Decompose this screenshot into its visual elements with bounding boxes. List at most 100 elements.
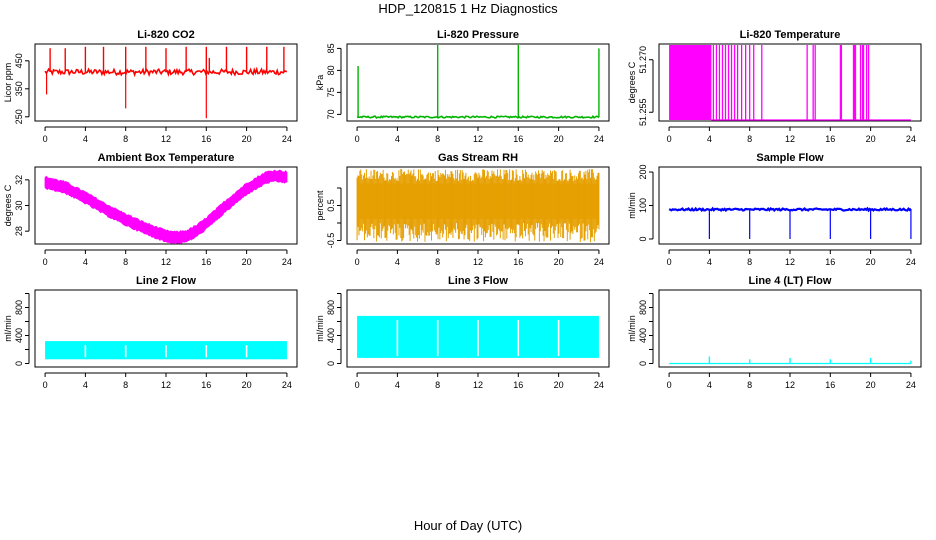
panel-8: Line 4 (LT) Flow ml/min 0 4 8 12 16 20 24 0 400 800 — [627, 275, 922, 390]
x-tick-label: 12 — [785, 380, 795, 390]
x-tick-label: 8 — [435, 380, 440, 390]
x-tick-label: 20 — [242, 380, 252, 390]
panel-4: Gas Stream RH percent 0 4 8 12 16 20 24 -0.5 0.5 — [315, 152, 610, 267]
x-tick-label: 4 — [395, 257, 400, 267]
x-tick-label: 24 — [594, 134, 604, 144]
y-tick-label: 100 — [638, 198, 648, 213]
panel-title: Li-820 Pressure — [437, 29, 519, 41]
x-tick-label: 4 — [707, 380, 712, 390]
x-tick-label: 16 — [201, 134, 211, 144]
y-tick-label: 51.255 — [638, 98, 648, 126]
panel-title: Sample Flow — [756, 152, 824, 164]
x-tick-label: 16 — [825, 257, 835, 267]
y-axis-label: ml/min — [3, 315, 13, 342]
panel-title: Ambient Box Temperature — [98, 152, 235, 164]
y-tick-label: 80 — [326, 65, 336, 75]
x-tick-label: 16 — [825, 134, 835, 144]
y-axis-label: Licor ppm — [3, 63, 13, 103]
y-tick-label: 70 — [326, 109, 336, 119]
x-tick-label: 4 — [707, 257, 712, 267]
x-tick-label: 20 — [866, 134, 876, 144]
y-tick-label: 0 — [638, 361, 648, 366]
x-tick-label: 8 — [747, 134, 752, 144]
y-tick-label: 400 — [14, 328, 24, 343]
panel-title: Line 3 Flow — [448, 275, 508, 287]
x-tick-label: 12 — [161, 380, 171, 390]
plot-frame — [658, 166, 922, 245]
series — [44, 169, 288, 244]
y-tick-label: 250 — [14, 109, 24, 124]
x-tick-label: 8 — [435, 134, 440, 144]
y-axis-label: degrees C — [3, 184, 13, 226]
x-tick-label: 0 — [667, 257, 672, 267]
y-tick-label: 0.5 — [326, 199, 336, 212]
series-line — [357, 115, 600, 120]
x-tick-label: 20 — [866, 257, 876, 267]
x-tick-label: 24 — [282, 380, 292, 390]
dense-block — [669, 45, 712, 120]
x-tick-label: 16 — [513, 257, 523, 267]
x-tick-label: 0 — [43, 134, 48, 144]
y-tick-label: 28 — [14, 226, 24, 236]
y-tick-label: 400 — [638, 328, 648, 343]
panel-7: Line 3 Flow ml/min 0 4 8 12 16 20 24 0 400 800 — [315, 275, 610, 390]
x-axis-label: Hour of Day (UTC) — [413, 518, 523, 533]
y-tick-label: 85 — [326, 43, 336, 53]
x-tick-label: 12 — [161, 134, 171, 144]
plot-frame — [346, 166, 610, 245]
plot-frame — [34, 289, 298, 368]
x-tick-label: 4 — [395, 380, 400, 390]
x-tick-label: 8 — [123, 257, 128, 267]
x-tick-label: 20 — [866, 380, 876, 390]
panel-0: Li-820 CO2 Licor ppm 0 4 8 12 16 20 24 250 350 450 — [3, 29, 298, 144]
panel-title: Li-820 Temperature — [740, 29, 841, 41]
x-tick-label: 24 — [906, 257, 916, 267]
x-tick-label: 16 — [513, 134, 523, 144]
series — [668, 206, 912, 239]
x-tick-label: 12 — [785, 257, 795, 267]
x-tick-label: 0 — [43, 257, 48, 267]
x-tick-label: 8 — [123, 134, 128, 144]
x-tick-label: 0 — [355, 134, 360, 144]
y-tick-label: 32 — [14, 175, 24, 185]
panel-title: Line 4 (LT) Flow — [749, 275, 832, 287]
x-tick-label: 8 — [123, 380, 128, 390]
x-tick-label: 12 — [473, 380, 483, 390]
y-tick-label: 0 — [326, 361, 336, 366]
x-tick-label: 8 — [747, 257, 752, 267]
y-tick-label: 450 — [14, 53, 24, 68]
panel-3: Ambient Box Temperature degrees C 0 4 8 12 16 2… — [3, 152, 298, 267]
x-tick-label: 4 — [395, 134, 400, 144]
x-tick-label: 24 — [906, 380, 916, 390]
x-tick-label: 4 — [707, 134, 712, 144]
series — [44, 46, 288, 119]
x-tick-label: 0 — [355, 380, 360, 390]
x-tick-label: 0 — [355, 257, 360, 267]
x-tick-label: 24 — [594, 257, 604, 267]
plot-frame — [34, 166, 298, 245]
y-tick-label: 75 — [326, 87, 336, 97]
panel-2: Li-820 Temperature degrees C 0 4 8 12 16 20 24 51… — [627, 29, 922, 144]
x-tick-label: 16 — [201, 257, 211, 267]
series — [669, 356, 912, 365]
temperature-band — [44, 169, 288, 244]
y-tick-label: 0 — [14, 361, 24, 366]
y-tick-label: 800 — [14, 300, 24, 315]
x-tick-label: 0 — [43, 380, 48, 390]
y-tick-label: 400 — [326, 328, 336, 343]
x-tick-label: 24 — [594, 380, 604, 390]
y-tick-label: 30 — [14, 200, 24, 210]
plot-frame — [346, 289, 610, 368]
series — [669, 45, 911, 121]
y-tick-label: 350 — [14, 81, 24, 96]
series — [357, 315, 599, 358]
x-tick-label: 12 — [473, 134, 483, 144]
x-tick-label: 0 — [667, 380, 672, 390]
y-axis-label: ml/min — [627, 192, 637, 219]
y-axis-label: degrees C — [627, 61, 637, 103]
x-tick-label: 24 — [906, 134, 916, 144]
x-tick-label: 12 — [785, 134, 795, 144]
x-tick-label: 4 — [83, 257, 88, 267]
y-axis-label: percent — [315, 190, 325, 221]
panel-title: Gas Stream RH — [438, 152, 518, 164]
